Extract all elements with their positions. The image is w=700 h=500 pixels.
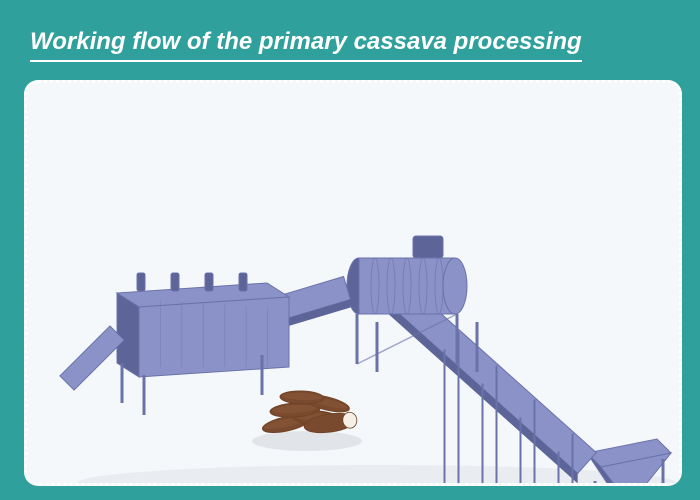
diagram-panel <box>24 80 682 486</box>
paddle-washer <box>117 273 289 415</box>
page-root: Working flow of the primary cassava proc… <box>0 0 700 500</box>
processing-diagram <box>27 83 679 483</box>
drum-washer <box>347 236 477 372</box>
out-conveyor <box>60 326 124 390</box>
cassava-pile <box>252 390 362 451</box>
page-title: Working flow of the primary cassava proc… <box>30 28 582 55</box>
title-bar: Working flow of the primary cassava proc… <box>30 28 582 62</box>
